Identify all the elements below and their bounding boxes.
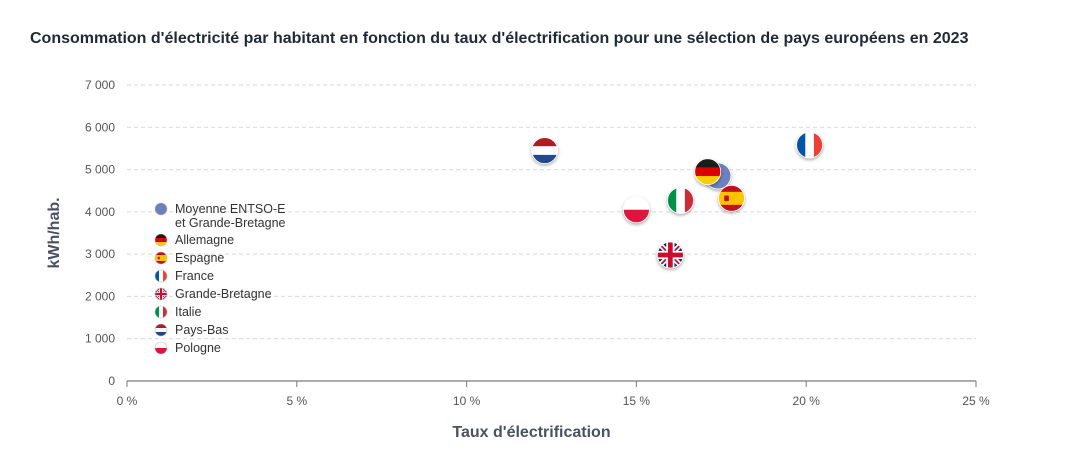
chart-title: Consommation d'électricité par habitant … [30, 30, 969, 47]
point-flag-netherlands[interactable] [531, 137, 559, 165]
y-tick-label: 3 000 [85, 247, 115, 261]
flag-poland-icon [154, 341, 168, 355]
legend-label: Grande-Bretagne [175, 287, 272, 301]
legend-item[interactable]: France [154, 269, 214, 283]
x-tick-label: 5 % [286, 394, 307, 408]
point-flag-poland[interactable] [623, 196, 650, 224]
legend-label: Pays-Bas [175, 323, 229, 337]
x-axis-title: Taux d'électrification [452, 424, 610, 441]
legend-label: France [175, 269, 214, 283]
entso-average-marker-icon [154, 202, 168, 216]
y-tick-label: 2 000 [85, 289, 115, 303]
legend-label: Allemagne [175, 233, 234, 247]
x-tick-label: 10 % [453, 394, 481, 408]
y-axis: 0 1 000 2 000 3 000 4 000 5 000 6 000 7 000 [85, 78, 115, 388]
y-tick-label: 1 000 [85, 332, 115, 346]
legend-label: Espagne [175, 251, 224, 265]
legend-item[interactable]: Espagne [154, 251, 224, 265]
x-tick-label: 20 % [793, 394, 821, 408]
flag-italy-icon [154, 305, 168, 319]
x-tick-label: 0 % [117, 394, 138, 408]
y-tick-label: 7 000 [85, 78, 115, 92]
legend-item[interactable]: Grande-Bretagne [154, 287, 272, 301]
legend-label: Italie [175, 305, 201, 319]
point-flag-uk[interactable] [656, 241, 684, 269]
y-axis-title: kWh/hab. [46, 197, 63, 268]
y-tick-label: 4 000 [85, 205, 115, 219]
y-tick-label: 0 [108, 374, 115, 388]
flag-france-icon [154, 269, 168, 283]
flag-netherlands-icon [154, 323, 168, 337]
point-flag-france[interactable] [796, 131, 824, 159]
flag-uk-icon [154, 287, 168, 301]
legend-item[interactable]: Allemagne [154, 233, 234, 247]
gridlines [127, 84, 976, 340]
legend-label: Moyenne ENTSO-E [175, 202, 285, 216]
point-flag-spain[interactable] [718, 184, 745, 212]
x-axis: 0 % 5 % 10 % 15 % 20 % 25 % [117, 380, 990, 408]
y-tick-label: 5 000 [85, 163, 115, 177]
flag-spain-icon [154, 251, 168, 265]
legend-label: Pologne [175, 341, 221, 355]
legend-item[interactable]: Pologne [154, 341, 221, 355]
x-tick-label: 15 % [623, 394, 651, 408]
y-tick-label: 6 000 [85, 120, 115, 134]
flag-germany-icon [154, 233, 168, 247]
x-tick-label: 25 % [962, 394, 990, 408]
legend: Moyenne ENTSO-Eet Grande-Bretagne Allemag… [154, 202, 286, 355]
data-points [531, 131, 824, 269]
legend-item[interactable]: Moyenne ENTSO-Eet Grande-Bretagne [154, 202, 286, 230]
legend-label: et Grande-Bretagne [175, 216, 286, 230]
point-flag-germany[interactable] [694, 158, 722, 186]
legend-item[interactable]: Pays-Bas [154, 323, 229, 337]
legend-item[interactable]: Italie [154, 305, 201, 319]
point-flag-italy[interactable] [667, 187, 695, 214]
